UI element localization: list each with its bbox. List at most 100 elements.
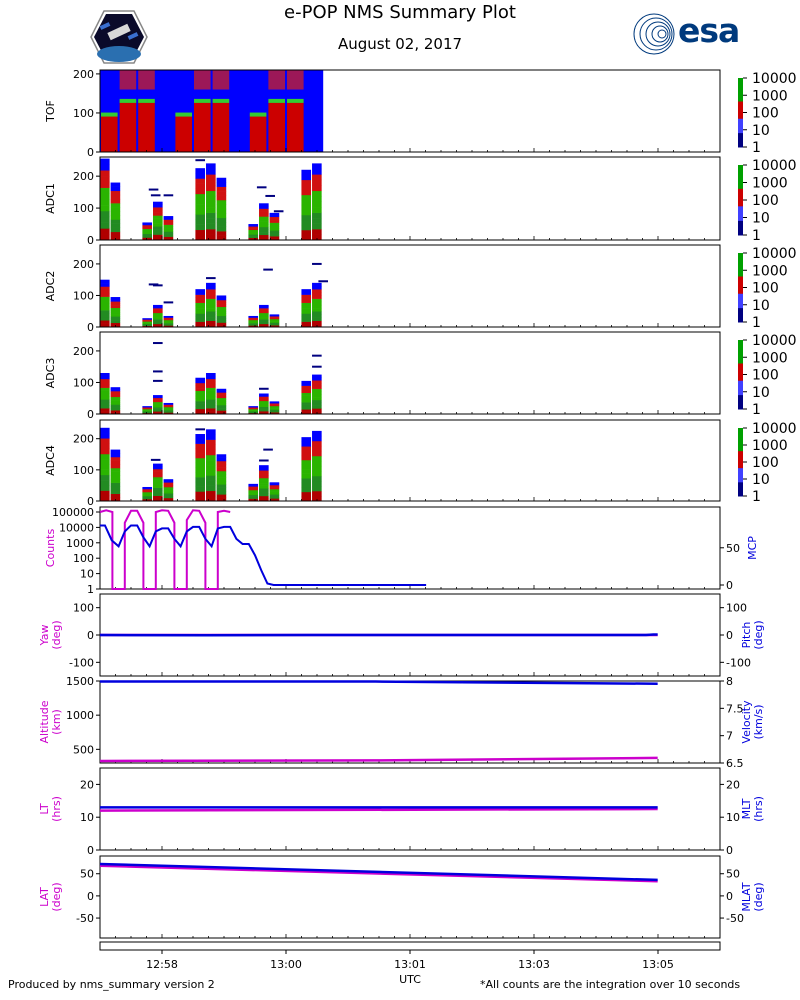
heatmap-cell (163, 407, 174, 409)
heatmap-cell (269, 496, 280, 499)
heatmap-cell (163, 479, 174, 482)
heatmap-cell (142, 324, 153, 326)
heatmap-cell (100, 480, 110, 486)
heatmap-cell (195, 178, 206, 184)
heatmap-cell (110, 471, 121, 476)
heatmap-cell (110, 400, 121, 403)
heatmap-cell (248, 410, 259, 412)
heatmap-cell (110, 320, 121, 324)
heatmap-cell (142, 321, 153, 323)
heatmap-cell (206, 229, 216, 235)
heatmap-cell (163, 491, 174, 494)
heatmap-cell (248, 407, 259, 409)
heatmap-cell (269, 482, 280, 484)
heatmap-cell (163, 229, 174, 232)
heatmap-cell (301, 184, 312, 191)
heatmap-cell (110, 211, 121, 216)
y-tick-label: 200 (73, 345, 94, 358)
heatmap-cell (248, 412, 259, 414)
heatmap-cell (269, 412, 280, 414)
colorbar-segment (738, 316, 743, 320)
heatmap-cell (312, 397, 322, 401)
heatmap-cell (110, 493, 121, 498)
series-mcp (100, 524, 427, 586)
heatmap-cell (142, 223, 153, 226)
heatmap-cell (312, 475, 322, 482)
axis-label-text: Pitch (740, 622, 753, 649)
heatmap-cell (110, 231, 121, 237)
heatmap-cell (195, 204, 206, 210)
heatmap-cell (195, 401, 206, 404)
heatmap-cell (216, 222, 227, 227)
heatmap-cell (110, 398, 121, 401)
heatmap-cell (248, 407, 259, 409)
heatmap-cell (269, 487, 280, 490)
colorbar-label: 10 (752, 123, 770, 139)
colorbar-segment (738, 299, 743, 303)
heatmap-cell (301, 214, 312, 221)
heatmap-cell (163, 316, 174, 318)
heatmap-cell (110, 215, 121, 220)
tof-cell (287, 100, 304, 152)
heatmap-cell (206, 439, 216, 446)
heatmap-cell (153, 490, 163, 494)
heatmap-streak (312, 262, 322, 265)
heatmap-cell (163, 226, 174, 229)
colorbar-segment (738, 232, 743, 236)
y-label-7: Altitude (km) (38, 700, 63, 743)
heatmap-cell (195, 393, 206, 397)
heatmap-cell (142, 319, 153, 321)
tof-cell (194, 100, 211, 152)
heatmap-cell (269, 408, 280, 410)
colorbar-segment (738, 481, 743, 486)
heatmap-cell (312, 320, 322, 325)
colorbar-segment (738, 345, 743, 350)
heatmap-cell (312, 377, 322, 381)
heatmap-cell (269, 491, 280, 494)
heatmap-cell (216, 464, 227, 468)
heatmap-cell (163, 409, 174, 411)
heatmap-cell (269, 499, 280, 502)
heatmap-cell (312, 405, 322, 409)
heatmap-cell (195, 313, 206, 317)
heatmap-streak (150, 194, 161, 197)
heatmap-cell (216, 191, 227, 196)
y-tick-label: 1500 (66, 675, 94, 688)
heatmap-cell (216, 490, 227, 495)
heatmap-cell (259, 213, 269, 217)
heatmap-cell (248, 323, 259, 325)
y-tick-label: 100 (73, 552, 94, 565)
heatmap-cell (142, 496, 153, 499)
axis-label-text: (km) (50, 709, 63, 735)
y-tick-label: 10 (80, 568, 94, 581)
y-tick-label: 0 (87, 321, 94, 334)
colorbar-label: 1 (752, 315, 761, 331)
heatmap-cell (195, 477, 206, 483)
heatmap-cell (259, 485, 269, 489)
heatmap-cell (312, 314, 322, 318)
heatmap-cell (248, 489, 259, 492)
heatmap-cell (153, 309, 163, 312)
heatmap-cell (110, 299, 121, 302)
heatmap-cell (259, 483, 269, 486)
heatmap-cell (206, 218, 216, 224)
heatmap-cell (153, 325, 163, 328)
heatmap-cell (163, 216, 174, 219)
tof-background (100, 70, 324, 152)
heatmap-cell (100, 378, 110, 383)
heatmap-cell (216, 297, 227, 301)
heatmap-cell (248, 235, 259, 237)
heatmap-cell (142, 227, 153, 230)
heatmap-cell (248, 325, 259, 327)
tof-cell (175, 112, 192, 117)
colorbar-segment (738, 377, 743, 381)
heatmap-cell (163, 410, 174, 412)
heatmap-cell (142, 493, 153, 496)
y-tick-label: 100 (73, 202, 94, 215)
heatmap-cell (206, 311, 216, 315)
heatmap-cell (216, 199, 227, 205)
time-axis-frame (99, 941, 721, 951)
heatmap-cell (269, 405, 280, 408)
y-tick-label: 200 (73, 258, 94, 271)
heatmap-cell (312, 388, 322, 392)
